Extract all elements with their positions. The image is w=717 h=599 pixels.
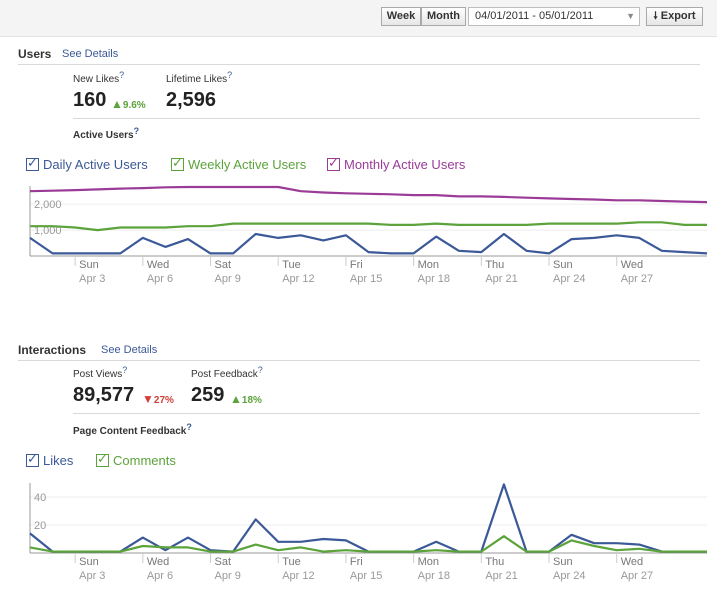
x-tick-day-label: Fri bbox=[350, 556, 363, 568]
new-likes-value: 160 bbox=[73, 89, 107, 111]
checkbox-checked-icon[interactable] bbox=[327, 155, 340, 171]
x-tick-date-label: Apr 12 bbox=[282, 273, 314, 285]
active-users-label: Active Users? bbox=[73, 126, 140, 141]
month-button[interactable]: Month bbox=[421, 7, 466, 26]
legend-comments[interactable]: Comments bbox=[96, 451, 176, 468]
active-users-chart: 1,000 2,000 Sun Apr 3 Wed Apr 6 Sat Apr 9 Tue Apr… bbox=[29, 185, 708, 285]
series-line-comments bbox=[29, 535, 707, 553]
series-line-monthly bbox=[29, 185, 708, 204]
date-range-select[interactable]: 04/01/2011 - 05/01/2011 ▼ bbox=[468, 7, 640, 26]
new-likes-change: ▲9.6% bbox=[111, 97, 146, 111]
x-tick-date-label: Apr 18 bbox=[418, 570, 450, 582]
help-icon[interactable]: ? bbox=[186, 422, 192, 432]
x-tick-date-label: Apr 3 bbox=[79, 273, 105, 285]
x-tick-day-label: Sat bbox=[215, 259, 232, 271]
x-tick-day-label: Wed bbox=[147, 556, 169, 568]
x-tick-date-label: Apr 24 bbox=[553, 273, 585, 285]
x-tick-date-label: Apr 21 bbox=[485, 570, 517, 582]
checkbox-checked-icon[interactable] bbox=[96, 451, 109, 467]
divider bbox=[73, 413, 700, 414]
download-arrow-icon: 🠗 bbox=[653, 11, 658, 22]
export-button[interactable]: 🠗 Export bbox=[646, 7, 703, 26]
x-tick-date-label: Apr 21 bbox=[485, 273, 517, 285]
x-tick-date-label: Apr 12 bbox=[282, 570, 314, 582]
help-icon[interactable]: ? bbox=[133, 126, 140, 136]
help-icon[interactable]: ? bbox=[119, 70, 125, 80]
x-tick-day-label: Tue bbox=[282, 556, 301, 568]
series-line-likes bbox=[29, 483, 707, 553]
new-likes-label: New Likes? bbox=[73, 70, 125, 85]
x-tick-date-label: Apr 15 bbox=[350, 570, 382, 582]
x-tick-date-label: Apr 18 bbox=[418, 273, 450, 285]
x-tick-date-label: Apr 3 bbox=[79, 570, 105, 582]
x-tick-day-label: Wed bbox=[621, 556, 643, 568]
x-tick-day-label: Mon bbox=[418, 259, 439, 271]
legend-monthly-active-users[interactable]: Monthly Active Users bbox=[327, 155, 465, 172]
checkbox-checked-icon[interactable] bbox=[26, 155, 39, 171]
lifetime-likes-value: 2,596 bbox=[166, 89, 217, 111]
legend-likes[interactable]: Likes bbox=[26, 451, 73, 468]
page-content-feedback-label: Page Content Feedback? bbox=[73, 422, 192, 437]
help-icon[interactable]: ? bbox=[122, 365, 128, 375]
arrow-down-icon: ▼ bbox=[142, 392, 154, 406]
x-tick-day-label: Tue bbox=[282, 259, 301, 271]
x-tick-day-label: Sat bbox=[215, 556, 232, 568]
x-tick-day-label: Sun bbox=[553, 259, 573, 271]
lifetime-likes-label: Lifetime Likes? bbox=[166, 70, 233, 85]
users-section-title: Users bbox=[18, 47, 52, 61]
post-feedback-value: 259 bbox=[191, 384, 225, 406]
interactions-section-title: Interactions bbox=[18, 343, 87, 357]
post-feedback-label: Post Feedback? bbox=[191, 365, 263, 380]
x-tick-date-label: Apr 9 bbox=[215, 273, 241, 285]
arrow-up-icon: ▲ bbox=[230, 392, 242, 406]
x-tick-date-label: Apr 15 bbox=[350, 273, 382, 285]
y-tick-label: 40 bbox=[34, 492, 46, 504]
legend-daily-active-users[interactable]: Daily Active Users bbox=[26, 155, 148, 172]
x-tick-day-label: Sun bbox=[553, 556, 573, 568]
x-tick-date-label: Apr 9 bbox=[215, 570, 241, 582]
checkbox-checked-icon[interactable] bbox=[26, 451, 39, 467]
divider bbox=[18, 360, 700, 361]
x-tick-day-label: Thu bbox=[485, 556, 504, 568]
interactions-see-details-link[interactable]: See Details bbox=[101, 344, 158, 356]
post-views-label: Post Views? bbox=[73, 365, 128, 380]
x-tick-day-label: Wed bbox=[621, 259, 643, 271]
divider bbox=[73, 118, 700, 119]
post-views-change: ▼27% bbox=[142, 392, 174, 406]
checkbox-checked-icon[interactable] bbox=[171, 155, 184, 171]
date-range-value: 04/01/2011 - 05/01/2011 bbox=[475, 10, 594, 22]
x-tick-date-label: Apr 6 bbox=[147, 273, 173, 285]
series-line-daily bbox=[29, 232, 708, 255]
users-see-details-link[interactable]: See Details bbox=[62, 48, 119, 60]
chevron-down-icon: ▼ bbox=[626, 11, 635, 21]
series-line-weekly bbox=[30, 221, 707, 232]
post-feedback-change: ▲18% bbox=[230, 392, 262, 406]
divider bbox=[18, 64, 700, 65]
post-views-value: 89,577 bbox=[73, 384, 135, 406]
week-button[interactable]: Week bbox=[381, 7, 421, 26]
page-content-feedback-chart: 20 40 Sun Apr 3 Wed Apr 6 Sat Apr 9 Tue Apr 12 Fri… bbox=[29, 483, 707, 582]
x-tick-date-label: Apr 24 bbox=[553, 570, 585, 582]
x-tick-day-label: Thu bbox=[485, 259, 504, 271]
legend-weekly-active-users[interactable]: Weekly Active Users bbox=[171, 155, 306, 172]
x-tick-day-label: Wed bbox=[147, 259, 169, 271]
x-tick-date-label: Apr 6 bbox=[147, 570, 173, 582]
x-tick-day-label: Fri bbox=[350, 259, 363, 271]
help-icon[interactable]: ? bbox=[257, 365, 263, 375]
export-label: Export bbox=[660, 10, 696, 22]
x-tick-date-label: Apr 27 bbox=[621, 273, 653, 285]
y-tick-label: 1,000 bbox=[34, 225, 62, 237]
x-tick-day-label: Mon bbox=[418, 556, 439, 568]
x-tick-date-label: Apr 27 bbox=[621, 570, 653, 582]
arrow-up-icon: ▲ bbox=[111, 97, 123, 111]
x-tick-day-label: Sun bbox=[79, 556, 99, 568]
y-tick-label: 2,000 bbox=[34, 199, 62, 211]
x-tick-day-label: Sun bbox=[79, 259, 99, 271]
help-icon[interactable]: ? bbox=[227, 70, 233, 80]
y-tick-label: 20 bbox=[34, 520, 46, 532]
